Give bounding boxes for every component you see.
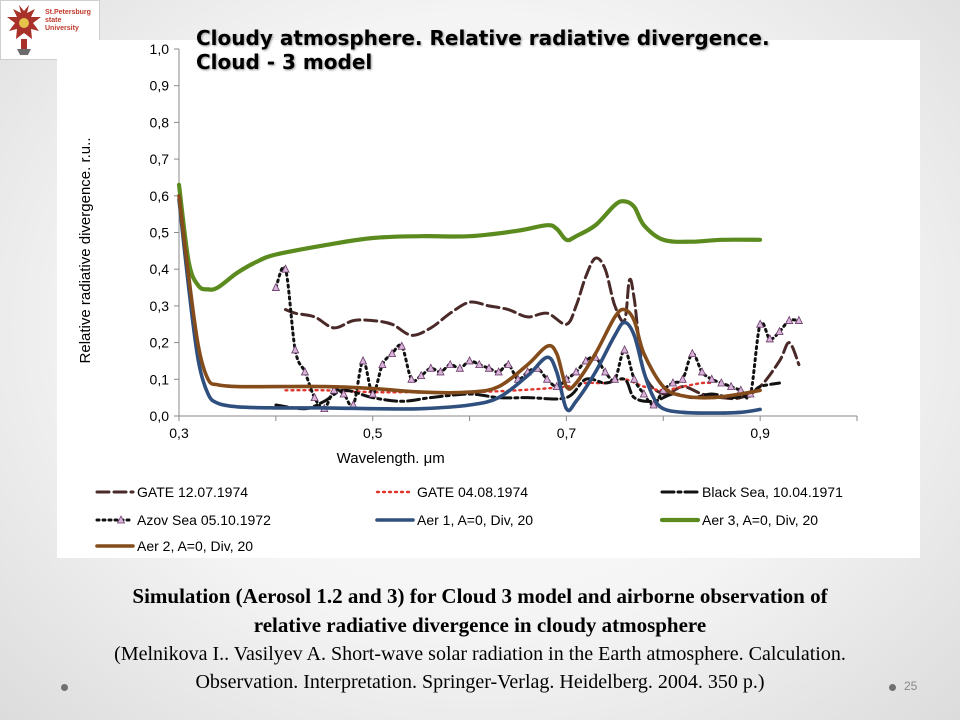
legend-label-1: GATE 12.07.1974 [137, 484, 248, 500]
series-4-marker [571, 367, 581, 376]
series-4-marker [310, 392, 319, 402]
legend-label-2: GATE 04.08.1974 [417, 484, 528, 500]
series-4-marker [639, 389, 649, 398]
series-4-marker [755, 319, 765, 328]
legend-label-6: Aer 3, A=0, Div, 20 [702, 512, 818, 528]
y-tick-label: 0,9 [150, 78, 170, 94]
series-4-marker [484, 363, 494, 372]
y-tick-label: 0,5 [150, 225, 170, 241]
series-4-marker [475, 359, 484, 369]
slide-caption: Simulation (Aerosol 1.2 and 3) for Cloud… [20, 582, 940, 696]
chart: 0,0 0,1 0,2 0,3 0,4 0,5 0,6 0,7 0,8 0,9 1,0 0,3 0,5 0… [77, 41, 858, 554]
series-line-7 [177, 194, 762, 400]
legend-label-7: Aer 2, A=0, Div, 20 [137, 538, 253, 554]
series-4-marker [387, 348, 397, 358]
y-axis-label: Relative radiative divergence. r.u.. [77, 138, 94, 364]
y-tick-label: 0,8 [150, 114, 170, 130]
x-tick-label: 0,9 [750, 425, 770, 441]
caption-line-1: Simulation (Aerosol 1.2 and 3) for Cloud… [132, 584, 828, 608]
series-4-marker [688, 348, 697, 358]
series-4-marker [436, 367, 445, 376]
legend-marker-4 [116, 515, 126, 524]
series-4-marker [397, 341, 406, 350]
x-tick-label: 0,7 [557, 425, 577, 441]
series-4-marker [542, 374, 552, 383]
series-4-marker [300, 367, 310, 376]
series-4-marker [281, 264, 290, 273]
x-tick-label: 0,3 [169, 425, 189, 441]
slide-title-line-1: Cloudy atmosphere. Relative radiative di… [196, 26, 770, 50]
university-logo: St.Petersburg state University [0, 0, 100, 60]
series-4-marker [620, 345, 629, 354]
x-axis-label: Wavelength. μm [337, 450, 445, 467]
series-4-marker [446, 359, 455, 369]
series-4-marker [271, 282, 281, 291]
right-bullet-dot [889, 684, 896, 691]
y-tick-label: 0,4 [150, 261, 170, 277]
chart-panel: 0,0 0,1 0,2 0,3 0,4 0,5 0,6 0,7 0,8 0,9 1,0 0,3 0,5 0… [57, 40, 920, 558]
reference-line-2: Observation. Interpretation. Springer-Ve… [195, 671, 765, 693]
legend-label-4: Azov Sea 05.10.1972 [137, 512, 271, 528]
series-4-marker [678, 374, 687, 383]
y-tick-label: 0,1 [150, 371, 170, 387]
series-4-marker [339, 389, 348, 398]
y-tick-label: 0,3 [150, 298, 170, 314]
series-4-marker [504, 359, 513, 369]
series-4-marker [378, 359, 387, 369]
y-tick-label: 0,7 [150, 151, 170, 167]
series-4-marker [697, 367, 707, 376]
series-4-marker [465, 356, 474, 365]
series-4-marker [785, 315, 794, 324]
slide-title-line-2: Cloud - 3 model [196, 50, 373, 74]
series-4-marker [775, 326, 784, 335]
caption-line-2: relative radiative divergence in cloudy … [253, 613, 707, 637]
caption-main: Simulation (Aerosol 1.2 and 3) for Cloud… [20, 582, 940, 640]
page-number: 25 [904, 679, 918, 693]
series-4-marker [630, 374, 639, 383]
series-4-marker [765, 334, 774, 343]
series-4-marker [455, 363, 465, 372]
y-tick-label: 0,2 [150, 335, 170, 351]
series-4-marker [649, 400, 658, 409]
series-4-marker [610, 374, 620, 383]
series-4-marker [358, 356, 368, 365]
legend-label-3: Black Sea, 10.04.1971 [702, 484, 843, 500]
reference-line-1: (Melnikova I.. Vasilyev A. Short-wave so… [114, 643, 846, 665]
series-4-marker [329, 385, 339, 394]
series-4-marker [717, 378, 726, 387]
series-4-marker [668, 378, 678, 387]
series-line-6 [176, 182, 763, 292]
x-tick-label: 0,5 [363, 425, 383, 441]
series-4-marker [601, 367, 610, 376]
series-4-marker [416, 370, 426, 380]
series-line-1 [284, 256, 801, 401]
slide-title: Cloudy atmosphere. Relative radiative di… [196, 26, 896, 74]
series-4-marker [368, 389, 377, 398]
series-line-2 [284, 378, 713, 394]
series-4-marker [552, 381, 561, 391]
series-4-marker [426, 363, 435, 372]
y-tick-label: 1,0 [150, 41, 170, 57]
legend-label-5: Aer 1, A=0, Div, 20 [417, 512, 533, 528]
caption-reference: (Melnikova I.. Vasilyev A. Short-wave so… [20, 640, 940, 696]
logo-text: St.Petersburg state University [45, 9, 91, 32]
y-tick-label: 0,0 [150, 408, 170, 424]
y-tick-label: 0,6 [150, 188, 170, 204]
series-4-marker [407, 374, 416, 383]
left-bullet-dot [61, 684, 68, 691]
double-headed-eagle-icon [7, 5, 41, 55]
series-4-marker [726, 381, 736, 391]
series-4-marker [291, 345, 300, 354]
series-line-5 [177, 197, 762, 415]
series-4-marker [581, 356, 590, 365]
series-4-marker [707, 374, 716, 383]
series-4-marker [494, 367, 503, 376]
series-line-3 [274, 377, 781, 411]
series-4-marker [794, 315, 804, 324]
